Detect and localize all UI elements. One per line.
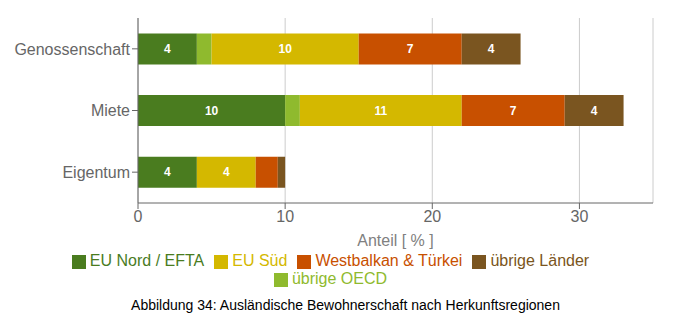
svg-text:4: 4 bbox=[591, 104, 598, 118]
svg-text:20: 20 bbox=[423, 208, 441, 225]
svg-text:Anteil [ % ]: Anteil [ % ] bbox=[357, 232, 433, 249]
svg-text:10: 10 bbox=[276, 208, 294, 225]
svg-text:4: 4 bbox=[164, 42, 171, 56]
html-text:Westbalkan & Türkei: Westbalkan & Türkei bbox=[315, 252, 463, 269]
svg-text:4: 4 bbox=[488, 42, 495, 56]
svg-text:0: 0 bbox=[134, 208, 143, 225]
svg-text:Miete: Miete bbox=[91, 102, 130, 119]
html-text:übrige Länder: übrige Länder bbox=[490, 252, 590, 269]
svg-text:10: 10 bbox=[278, 42, 292, 56]
svg-text:4: 4 bbox=[223, 165, 230, 179]
html-text:Abbildung 34: Ausländische Bew: Abbildung 34: Ausländische Bewohnerschaf… bbox=[131, 297, 560, 313]
svg-text:11: 11 bbox=[374, 104, 387, 118]
svg-text:4: 4 bbox=[164, 165, 171, 179]
html-text:EU Süd: EU Süd bbox=[232, 252, 288, 269]
html-text:EU Nord / EFTA: EU Nord / EFTA bbox=[89, 252, 205, 269]
svg-text:30: 30 bbox=[571, 208, 589, 225]
svg-text:Eigentum: Eigentum bbox=[62, 164, 130, 181]
svg-text:Genossenschaft: Genossenschaft bbox=[14, 41, 130, 58]
svg-text:7: 7 bbox=[510, 104, 517, 118]
svg-text:10: 10 bbox=[205, 104, 219, 118]
svg-text:7: 7 bbox=[407, 42, 414, 56]
html-text:übrige OECD: übrige OECD bbox=[291, 270, 388, 287]
